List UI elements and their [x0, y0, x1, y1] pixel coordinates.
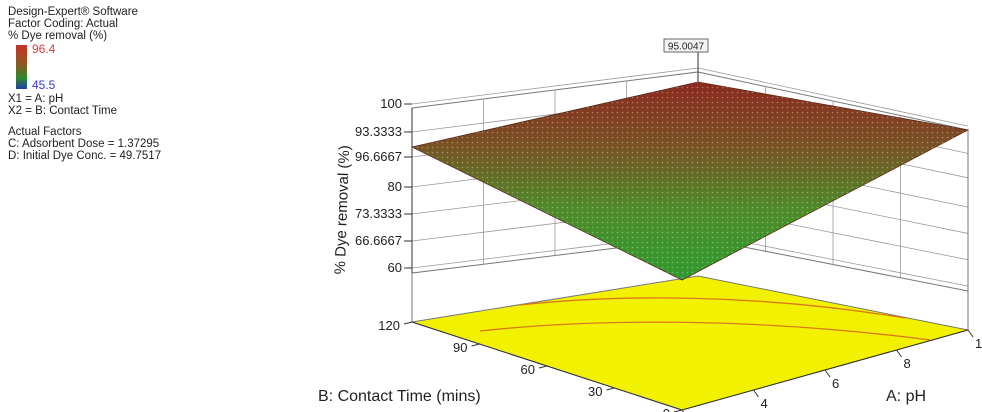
software-name: Design-Expert® Software — [8, 6, 138, 18]
ph-tick-label: 10 — [975, 336, 982, 351]
time-tick-label: 30 — [588, 384, 602, 399]
actual-factor-d: D: Initial Dye Conc. = 49.7517 — [8, 150, 162, 162]
wall-gridline — [411, 67, 699, 105]
ph-tick-label: 6 — [832, 376, 839, 391]
time-tick-labels: 0 30 60 90 120 — [378, 318, 683, 412]
contour-line-1 — [519, 297, 906, 319]
time-tick-label: 120 — [378, 318, 400, 333]
flag-value: 95.0047 — [668, 42, 705, 53]
time-axis: 0 30 60 90 120 B: Contact Time (mins) — [318, 318, 683, 412]
time-tick-label: 60 — [521, 362, 535, 377]
time-tick-mark — [538, 365, 548, 369]
z-tick-label: 80 — [388, 179, 402, 194]
z-axis-title: % Dye removal (%) — [332, 145, 353, 275]
color-legend: 96.4 45.5 — [8, 43, 161, 93]
surface-mesh — [412, 82, 968, 280]
z-tick-label: 93.3333 — [355, 124, 402, 139]
z-tick-label: 60 — [388, 260, 402, 275]
time-tick-mark — [403, 321, 413, 325]
time-tick-label: 0 — [663, 406, 670, 412]
z-axis: 60 66.6667 73.3333 80 96.6667 93.3333 100 % Dy… — [332, 96, 413, 275]
factor-x2: X2 = B: Contact Time — [8, 105, 117, 117]
floor-contour-plane — [411, 275, 969, 411]
response-name: % Dye removal (%) — [8, 30, 108, 42]
actual-factor-c: C: Adsorbent Dose = 1.37295 — [8, 138, 160, 150]
ph-tick-mark — [967, 329, 974, 338]
legend-max: 96.4 — [32, 42, 56, 56]
ph-tick-mark — [824, 369, 831, 378]
legend-min: 45.5 — [32, 78, 56, 92]
legend-color-bar — [16, 45, 27, 89]
time-tick-mark — [471, 343, 480, 347]
info-panel: Design-Expert® Software Factor Coding: A… — [8, 6, 161, 162]
ph-axis-title: A: pH — [886, 388, 926, 405]
contour-line-2 — [479, 321, 931, 341]
time-tick-label: 90 — [453, 340, 467, 355]
actual-factors-title: Actual Factors — [8, 126, 82, 138]
ph-axis: 246810 A: pH — [681, 329, 982, 412]
ph-tick-label: 4 — [761, 396, 768, 411]
factor-x1: X1 = A: pH — [8, 93, 64, 105]
wall-gridline — [697, 67, 969, 127]
z-tick-label: 100 — [380, 96, 402, 111]
ph-tick-label: 8 — [904, 356, 911, 371]
time-tick-mark — [606, 387, 615, 391]
ph-tick-mark — [896, 349, 902, 358]
factor-coding: Factor Coding: Actual — [8, 18, 118, 30]
z-tick-label: 96.6667 — [355, 149, 402, 164]
ph-tick-mark — [753, 389, 759, 398]
floor-contours — [479, 297, 931, 341]
z-tick-labels: 60 66.6667 73.3333 80 96.6667 93.3333 100 — [355, 96, 412, 275]
ph-tick-mark — [681, 409, 685, 412]
max-flag: 95.0047 — [663, 38, 709, 82]
z-tick-label: 66.6667 — [355, 233, 402, 248]
time-axis-title: B: Contact Time (mins) — [318, 388, 481, 405]
z-tick-label: 73.3333 — [355, 206, 402, 221]
ph-tick-labels: 246810 — [681, 329, 982, 412]
